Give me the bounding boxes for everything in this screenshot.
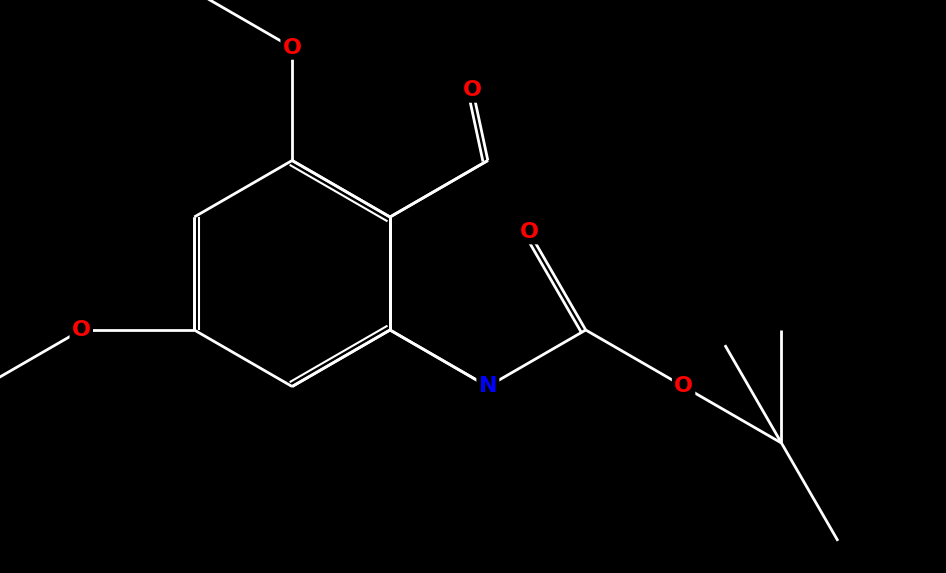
Text: O: O xyxy=(72,320,91,340)
Text: N: N xyxy=(479,376,497,397)
Text: O: O xyxy=(674,376,693,397)
Text: O: O xyxy=(464,80,482,100)
Text: O: O xyxy=(519,222,538,242)
Text: O: O xyxy=(283,37,302,57)
